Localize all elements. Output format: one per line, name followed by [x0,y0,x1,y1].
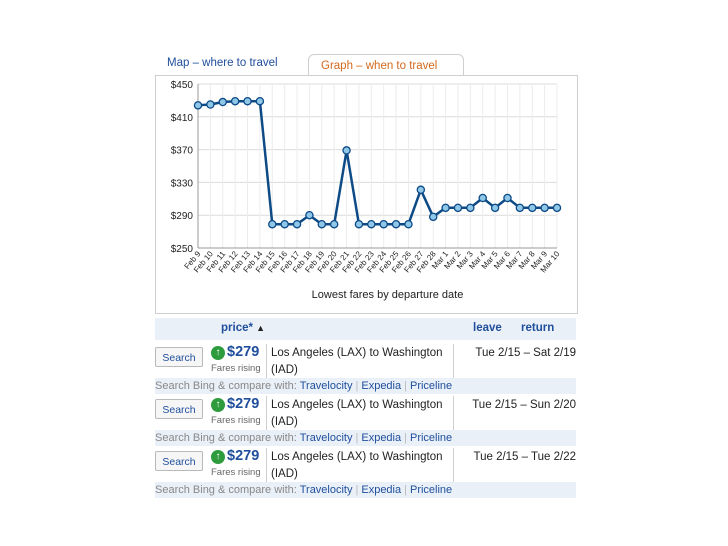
result-row: Search ↑ $279 Fares rising Los Angeles (… [155,446,576,498]
route-text: Los Angeles (LAX) to Washington [271,451,443,463]
priceline-link[interactable]: Priceline [409,380,453,392]
y-tick-label: $370 [171,146,194,157]
search-button[interactable]: Search [155,399,203,419]
y-tick-label: $290 [171,211,194,222]
x-axis-title: Lowest fares by departure date [312,289,464,301]
data-point [218,97,228,107]
column-divider [266,396,267,430]
price-sort-header[interactable]: price* ▲ [221,322,265,334]
route-text-continued: (IAD) [271,364,298,376]
compare-prefix: Search Bing & compare with: [155,484,297,496]
data-point [317,219,327,229]
data-point [391,219,401,229]
data-point [305,210,314,220]
data-point [466,203,475,213]
travel-dates: Tue 2/15 – Sat 2/19 [475,347,576,359]
data-point [193,101,203,110]
search-button[interactable]: Search [155,451,203,471]
data-point [540,203,549,213]
column-divider [266,448,267,482]
y-tick-label: $450 [171,80,194,91]
y-tick-label: $250 [171,244,194,255]
travel-dates: Tue 2/15 – Tue 2/22 [473,451,576,463]
data-point [292,219,302,229]
result-row: Search ↑ $279 Fares rising Los Angeles (… [155,394,576,446]
route-text: Los Angeles (LAX) to Washington [271,399,443,411]
arrow-up-icon: ↑ [211,346,225,360]
compare-prefix: Search Bing & compare with: [155,380,297,392]
column-divider [453,448,454,482]
fare-price[interactable]: $279 [227,344,260,360]
travelocity-link[interactable]: Travelocity [299,432,353,444]
expedia-link[interactable]: Expedia [361,380,402,392]
sort-asc-icon: ▲ [256,323,266,333]
expedia-link[interactable]: Expedia [361,432,402,444]
data-point [428,212,438,222]
series-line [197,99,557,226]
fare-trend: Fares rising [211,415,261,426]
data-point [354,219,364,229]
y-tick-label: $410 [171,113,194,124]
arrow-up-icon: ↑ [211,450,225,464]
data-point [379,219,388,229]
tab-graph[interactable]: Graph – when to travel [308,54,464,77]
compare-bar: Search Bing & compare with: Travelocity |… [155,378,576,394]
data-point [243,96,252,106]
route-text-continued: (IAD) [271,416,298,428]
priceline-link[interactable]: Priceline [409,432,453,444]
data-point [503,193,512,203]
data-point [416,185,426,195]
data-point [453,203,463,213]
tab-map[interactable]: Map – where to travel [167,57,278,69]
data-point [268,219,277,229]
results-header: price* ▲ leave return [155,318,576,340]
route-text-continued: (IAD) [271,468,298,480]
column-divider [453,396,454,430]
data-point [255,96,265,106]
data-point [342,146,351,155]
data-point [230,96,240,106]
expedia-link[interactable]: Expedia [361,484,402,496]
compare-bar: Search Bing & compare with: Travelocity |… [155,482,576,498]
fare-price[interactable]: $279 [227,448,260,464]
data-point [478,193,487,203]
data-point [441,203,450,213]
fare-chart-panel: $450 $410 $370 $330 $290 $250 Feb 9 Feb 10 Feb 1… [155,75,578,314]
data-point [404,219,413,229]
fare-trend: Fares rising [211,363,261,374]
data-point [280,219,289,229]
view-tabs: Map – where to travel Graph – when to tr… [155,50,575,77]
return-header[interactable]: return [521,322,555,334]
data-point [515,203,525,213]
leave-header[interactable]: leave [473,322,502,334]
route-text: Los Angeles (LAX) to Washington [271,347,443,359]
compare-prefix: Search Bing & compare with: [155,432,297,444]
search-button[interactable]: Search [155,347,203,367]
compare-bar: Search Bing & compare with: Travelocity |… [155,430,576,446]
travel-dates: Tue 2/15 – Sun 2/20 [472,399,576,411]
data-point [329,219,339,229]
data-point [490,203,500,213]
data-point [527,203,537,213]
travelocity-link[interactable]: Travelocity [299,380,353,392]
column-divider [453,344,454,378]
travelocity-link[interactable]: Travelocity [299,484,353,496]
fare-trend: Fares rising [211,467,261,478]
data-point [367,219,376,229]
y-tick-label: $330 [171,178,194,189]
priceline-link[interactable]: Priceline [409,484,453,496]
column-divider [266,344,267,378]
data-point [206,100,215,109]
data-point [552,203,562,213]
fare-price[interactable]: $279 [227,396,260,412]
arrow-up-icon: ↑ [211,398,225,412]
price-header-label: price* [221,322,253,334]
result-row: Search ↑ $279 Fares rising Los Angeles (… [155,342,576,394]
